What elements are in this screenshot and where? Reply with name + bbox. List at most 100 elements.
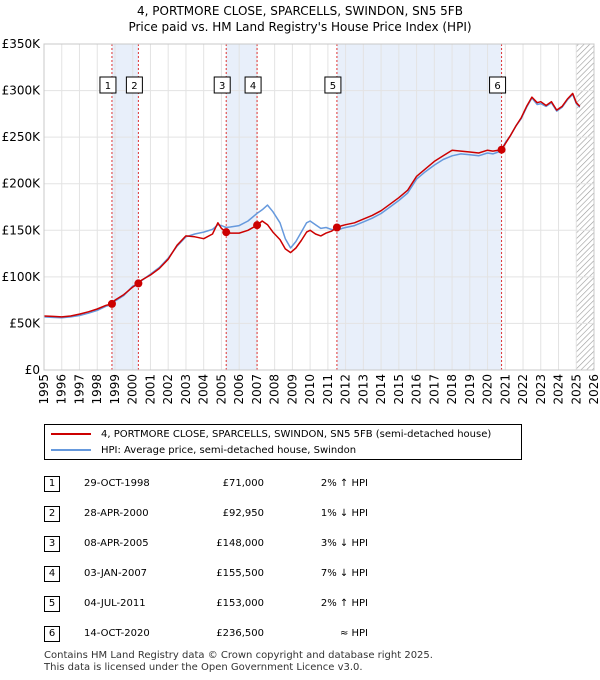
row-hpi: 3% ↓ HPI: [320, 538, 368, 549]
row-date: 28-APR-2000: [84, 508, 149, 519]
row-number: 6: [44, 626, 60, 642]
x-tick-label: 2017: [427, 374, 441, 405]
hatched-range: [576, 44, 594, 370]
y-tick-label: £0: [25, 363, 40, 377]
price-chart: 1 2 3 4 5 6 £0 £50K £100K £150K £200K £250K £300K £35…: [2, 37, 600, 405]
x-tick-label: 2010: [303, 374, 317, 405]
x-tick-label: 2005: [214, 374, 228, 405]
row-price: £155,500: [216, 568, 264, 579]
x-tick-label: 2014: [374, 374, 388, 405]
x-tick-label: 2001: [143, 374, 157, 405]
row-hpi: 2% ↑ HPI: [320, 478, 368, 489]
table-row: 3 08-APR-2005 £148,000 3% ↓ HPI: [0, 536, 600, 556]
chart-legend: 4, PORTMORE CLOSE, SPARCELLS, SWINDON, S…: [44, 424, 522, 460]
x-tick-label: 2013: [356, 374, 370, 405]
footer-licence: This data is licensed under the Open Gov…: [44, 662, 363, 673]
y-tick-label: £250K: [2, 130, 42, 144]
x-tick-label: 2016: [410, 374, 424, 405]
sale-label-text: 4: [250, 81, 256, 92]
row-number: 4: [44, 566, 60, 582]
x-tick-label: 2022: [516, 374, 530, 405]
row-hpi: 1% ↓ HPI: [320, 508, 368, 519]
sale-point: [497, 145, 506, 154]
sale-point: [253, 221, 262, 230]
legend-hpi-swatch: [51, 449, 91, 451]
shaded-range: [226, 44, 258, 370]
x-tick-label: 2023: [534, 374, 548, 405]
sale-label-text: 6: [494, 81, 500, 92]
x-tick-label: 2020: [481, 374, 495, 405]
row-date: 08-APR-2005: [84, 538, 149, 549]
row-price: £71,000: [222, 478, 264, 489]
x-tick-label: 2019: [463, 374, 477, 405]
sale-point: [332, 223, 341, 232]
row-date: 29-OCT-1998: [84, 478, 150, 489]
sale-label-box: [125, 76, 143, 94]
row-date: 14-OCT-2020: [84, 628, 150, 639]
row-price: £148,000: [216, 538, 264, 549]
row-price: £153,000: [216, 598, 264, 609]
row-hpi: 7% ↓ HPI: [320, 568, 368, 579]
x-tick-label: 2026: [587, 374, 600, 405]
footer-copyright: Contains HM Land Registry data © Crown c…: [44, 650, 433, 661]
sale-label-text: 3: [219, 81, 225, 92]
legend-hpi-label: HPI: Average price, semi-detached house,…: [101, 445, 357, 456]
x-tick-label: 1997: [72, 374, 86, 405]
x-tick-label: 1999: [108, 374, 122, 405]
y-tick-label: £200K: [2, 177, 42, 191]
row-number: 1: [44, 476, 60, 492]
row-number: 2: [44, 506, 60, 522]
chart-title-line2: Price paid vs. HM Land Registry's House …: [128, 20, 472, 34]
chart-title-line1: 4, PORTMORE CLOSE, SPARCELLS, SWINDON, S…: [137, 4, 463, 18]
x-tick-label: 2011: [321, 374, 335, 405]
x-tick-label: 2008: [268, 374, 282, 405]
sale-label-box: [324, 76, 342, 94]
row-price: £236,500: [216, 628, 264, 639]
x-tick-label: 1996: [55, 374, 69, 405]
price-series-line: [43, 92, 581, 318]
x-tick-label: 2024: [552, 374, 566, 405]
y-tick-label: £300K: [2, 84, 42, 98]
x-tick-label: 2009: [285, 374, 299, 405]
legend-price-label: 4, PORTMORE CLOSE, SPARCELLS, SWINDON, S…: [101, 429, 492, 440]
x-tick-label: 2002: [161, 374, 175, 405]
shaded-range: [111, 44, 139, 370]
legend-item-price: 4, PORTMORE CLOSE, SPARCELLS, SWINDON, S…: [51, 427, 491, 443]
sale-label-text: 1: [105, 81, 111, 92]
legend-price-swatch: [51, 433, 91, 435]
sale-label-text: 2: [131, 81, 137, 92]
table-row: 4 03-JAN-2007 £155,500 7% ↓ HPI: [0, 566, 600, 586]
x-tick-label: 2021: [498, 374, 512, 405]
table-row: 5 04-JUL-2011 £153,000 2% ↑ HPI: [0, 596, 600, 616]
x-tick-label: 2006: [232, 374, 246, 405]
y-tick-label: £150K: [2, 223, 42, 237]
y-tick-label: £350K: [2, 37, 42, 51]
x-tick-label: 2018: [445, 374, 459, 405]
shaded-range: [336, 44, 502, 370]
sale-point: [107, 299, 116, 308]
sale-label-text: 5: [330, 81, 336, 92]
x-tick-label: 2007: [250, 374, 264, 405]
y-tick-label: £50K: [9, 316, 41, 330]
x-tick-label: 2012: [339, 374, 353, 405]
x-tick-label: 2015: [392, 374, 406, 405]
sale-label-box: [489, 76, 507, 94]
x-tick-label: 2004: [197, 374, 211, 405]
row-hpi: ≈ HPI: [339, 628, 368, 639]
row-price: £92,950: [222, 508, 264, 519]
sale-label-box: [244, 76, 262, 94]
x-tick-label: 2000: [126, 374, 140, 405]
sale-point: [134, 279, 143, 288]
row-date: 03-JAN-2007: [84, 568, 148, 579]
x-tick-label: 2025: [569, 374, 583, 405]
row-number: 3: [44, 536, 60, 552]
sale-label-box: [213, 76, 231, 94]
x-tick-label: 1998: [90, 374, 104, 405]
x-tick-label: 1995: [37, 374, 51, 405]
x-tick-label: 2003: [179, 374, 193, 405]
sale-label-box: [99, 76, 117, 94]
sale-point: [222, 228, 231, 237]
table-row: 2 28-APR-2000 £92,950 1% ↓ HPI: [0, 506, 600, 526]
row-hpi: 2% ↑ HPI: [320, 598, 368, 609]
plot-frame: [43, 43, 595, 371]
